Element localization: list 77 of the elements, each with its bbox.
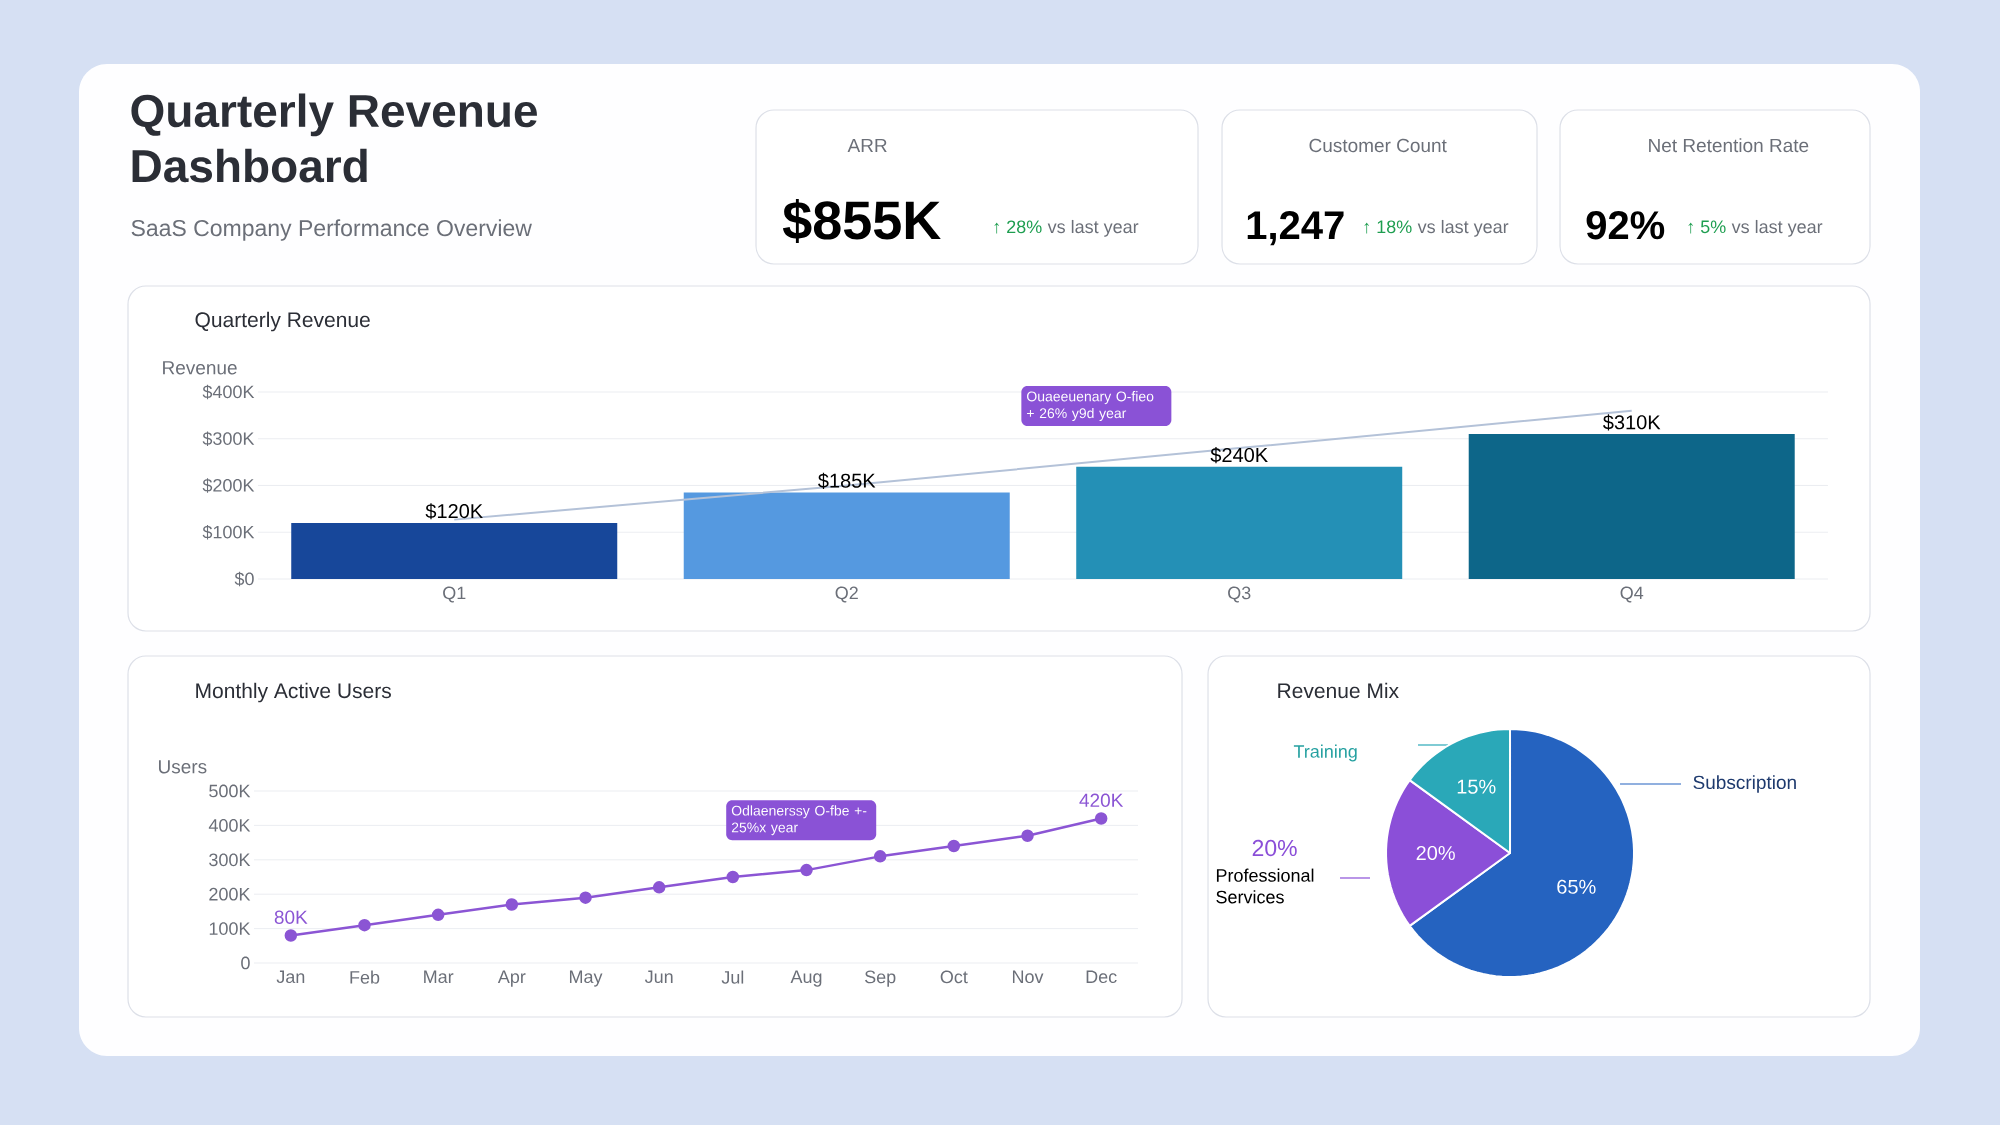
point	[726, 870, 740, 884]
bar	[1468, 434, 1795, 579]
x-tick-label: Q1	[443, 586, 466, 603]
x-tick-label: Jul	[721, 970, 744, 984]
y-tick-label: 200K	[209, 887, 251, 901]
y-axis-title: Users	[158, 760, 207, 774]
x-tick-label: Aug	[790, 970, 822, 987]
text: Customer Count	[1309, 138, 1447, 153]
text: ↑ 18%	[1364, 220, 1412, 234]
data-label: 20%	[1416, 845, 1455, 861]
chart-title: Quarterly Revenue	[195, 311, 370, 332]
text: ↑ 28%	[994, 220, 1042, 234]
text: vs last year	[1047, 219, 1139, 237]
annotation: Ouaeeuenary O-fieo + 26% y9d year	[1027, 391, 1154, 421]
data-label: 80K	[274, 910, 308, 924]
y-axis-title: Revenue	[163, 361, 237, 375]
bar	[683, 492, 1010, 579]
bar	[1076, 466, 1403, 579]
text: vs last year	[1731, 219, 1823, 237]
y-tick-label: 400K	[208, 819, 251, 832]
x-tick-label: Jan	[276, 970, 305, 984]
x-tick-label: Feb	[350, 970, 380, 984]
y-tick-label: $200K	[202, 478, 255, 493]
y-tick-label: 300K	[209, 853, 251, 867]
y-tick-label: 100K	[209, 922, 251, 935]
point	[505, 898, 519, 911]
x-tick-label: Sep	[864, 970, 896, 987]
text: 1,247	[1247, 211, 1344, 246]
point	[947, 839, 961, 853]
x-tick-label: Apr	[497, 970, 526, 987]
x-tick-label: Oct	[940, 970, 968, 984]
x-tick-label: Dec	[1086, 970, 1117, 984]
text: $855K	[782, 198, 941, 244]
point	[873, 850, 887, 863]
x-tick-label: Q3	[1228, 586, 1251, 603]
x-tick-label: Jun	[644, 970, 673, 984]
slice-label: Training	[1293, 744, 1357, 762]
y-tick-label: $100K	[202, 524, 255, 540]
point	[1094, 812, 1108, 825]
text: SaaS Company Performance Overview	[131, 219, 532, 241]
y-tick-label: $300K	[202, 431, 255, 447]
data-label: 15%	[1457, 779, 1496, 794]
point	[579, 891, 592, 904]
y-tick-label: 0	[241, 956, 250, 970]
text: ↑ 5%	[1688, 220, 1726, 234]
point	[431, 908, 445, 922]
x-tick-label: Nov	[1012, 970, 1044, 984]
x-tick-label: Q2	[835, 586, 858, 603]
text: vs last year	[1417, 219, 1509, 237]
chart-title: Monthly Active Users	[196, 682, 391, 703]
point	[358, 918, 371, 932]
text: Quarterly Revenue Dashboard	[131, 93, 537, 183]
y-tick-label: $0	[234, 571, 254, 587]
x-tick-label: Mar	[424, 970, 454, 984]
point	[800, 863, 813, 877]
y-tick-label: 500K	[209, 784, 251, 798]
x-tick-label: May	[569, 970, 603, 987]
annotation: Odlaenerssy O-fbe +- 25%x year	[731, 805, 867, 836]
text: 20%	[1252, 839, 1297, 857]
data-label: $185K	[818, 472, 876, 489]
chart-title: Revenue Mix	[1278, 682, 1399, 699]
data-label: $310K	[1603, 414, 1661, 431]
text: Net Retention Rate	[1649, 138, 1809, 153]
data-label: $240K	[1210, 447, 1268, 464]
data-label: $120K	[425, 503, 483, 520]
point	[284, 929, 298, 942]
slice-label: Subscription	[1693, 775, 1796, 793]
data-label: 420K	[1079, 793, 1124, 807]
text: 92%	[1586, 211, 1665, 240]
data-label: 65%	[1557, 879, 1596, 894]
point	[652, 881, 666, 894]
text: ARR	[847, 138, 887, 152]
bar	[291, 522, 618, 579]
legend-label: Professional Services	[1216, 868, 1314, 904]
y-tick-label: $400K	[202, 384, 255, 400]
x-tick-label: Q4	[1620, 586, 1644, 603]
point	[1021, 829, 1034, 842]
